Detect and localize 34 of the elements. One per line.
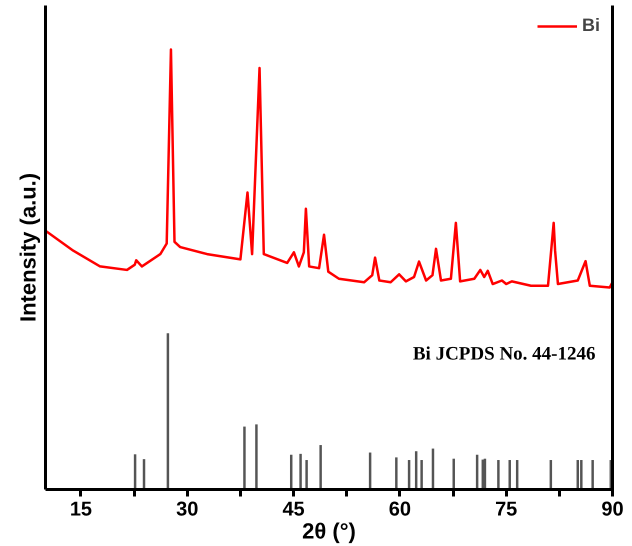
bar <box>243 426 246 490</box>
legend-label: Bi <box>582 15 601 36</box>
bar <box>255 424 258 490</box>
bar <box>414 451 418 490</box>
bar <box>497 460 500 490</box>
x-tick-label: 60 <box>388 498 411 520</box>
bar <box>305 460 308 490</box>
x-axis-title: 2θ (°) <box>302 518 356 544</box>
bar <box>550 460 552 490</box>
bar <box>395 457 398 490</box>
y-axis-title: Intensity (a.u.) <box>16 172 40 322</box>
bar <box>142 459 146 490</box>
x-tick-label: 15 <box>70 498 92 520</box>
bar <box>508 460 511 490</box>
bar <box>420 460 423 490</box>
annotation: Bi JCPDS No. 44-1246 <box>412 344 596 364</box>
bar <box>134 454 136 490</box>
bar <box>319 445 322 490</box>
bar <box>166 333 170 490</box>
bar <box>591 460 594 490</box>
bar <box>576 460 580 490</box>
x-tick-label: 90 <box>601 498 624 520</box>
bar <box>476 454 478 490</box>
bar <box>299 454 302 490</box>
x-tick-label: 30 <box>176 498 198 520</box>
bar <box>452 458 455 490</box>
bar <box>408 460 410 490</box>
bar <box>368 452 372 490</box>
bar <box>290 454 292 490</box>
x-tick-label: 75 <box>495 498 518 520</box>
bar <box>580 460 583 490</box>
x-tick-label: 45 <box>282 498 305 520</box>
bar <box>432 448 434 490</box>
bar <box>516 460 518 490</box>
